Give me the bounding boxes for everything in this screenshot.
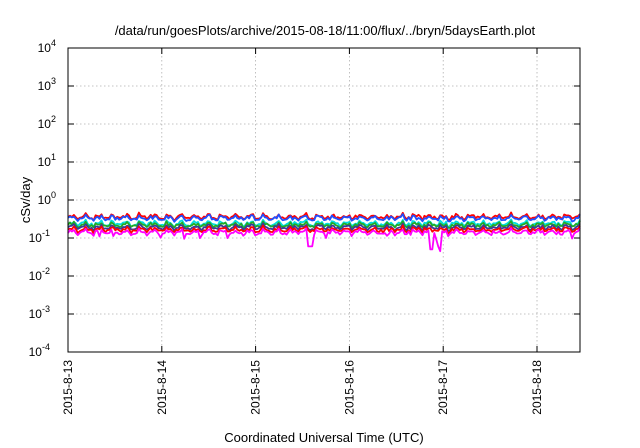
series-line <box>67 222 581 233</box>
y-tick-label: 101 <box>38 152 56 169</box>
series-line <box>67 224 581 235</box>
series-line <box>67 227 581 253</box>
x-tick-label: 2015-8-15 <box>249 360 263 415</box>
grid <box>68 48 580 352</box>
x-tick-label: 2015-8-16 <box>342 360 356 415</box>
x-tick-label: 2015-8-14 <box>155 360 169 415</box>
series-line <box>67 213 581 223</box>
x-axis: 2015-8-13 2015-8-14 2015-8-15 2015-8-16 2015… <box>61 48 544 415</box>
y-tick-label: 10-2 <box>29 266 50 283</box>
series-lines <box>67 211 581 253</box>
x-axis-label: Coordinated Universal Time (UTC) <box>224 430 423 445</box>
x-tick-label: 2015-8-17 <box>436 360 450 415</box>
y-tick-label: 10-3 <box>29 304 50 321</box>
y-tick-label: 100 <box>38 190 56 207</box>
y-tick-label: 102 <box>38 114 56 131</box>
x-tick-label: 2015-8-13 <box>61 360 75 415</box>
y-tick-label: 10-4 <box>29 342 50 359</box>
x-tick-label: 2015-8-18 <box>530 360 544 415</box>
y-tick-label: 103 <box>38 76 56 93</box>
chart-title: /data/run/goesPlots/archive/2015-08-18/1… <box>115 23 536 38</box>
y-axis: 10-4 10-3 10-2 10-1 100 101 102 103 104 <box>29 38 580 359</box>
y-tick-label: 104 <box>38 38 56 55</box>
y-axis-label: cSv/day <box>18 176 33 223</box>
y-tick-label: 10-1 <box>29 228 50 245</box>
